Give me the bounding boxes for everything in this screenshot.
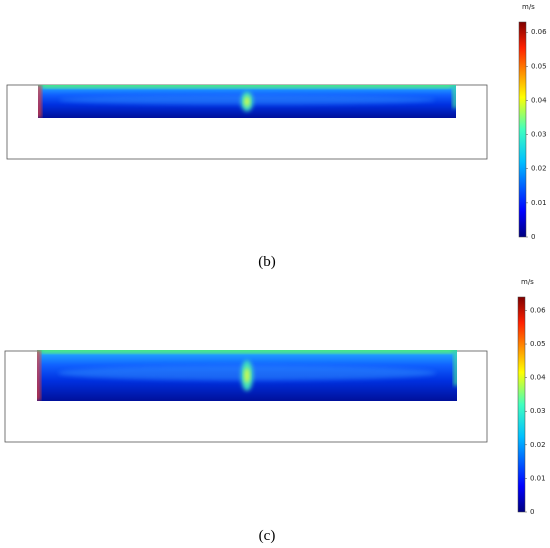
left-wall	[37, 350, 40, 401]
colorbar-tick-label: 0.05	[530, 340, 546, 348]
right-wall	[454, 350, 457, 386]
top-jet	[42, 85, 452, 88]
colorbar	[517, 296, 526, 513]
panel-caption: (b)	[258, 254, 276, 270]
center-core	[244, 96, 250, 107]
colorbar-unit: m/s	[521, 278, 534, 286]
colorbar-tick-label: 0.03	[531, 131, 547, 139]
colorbar-tick-label: 0.01	[530, 474, 546, 482]
colorbar-tick-label: 0.05	[531, 62, 547, 70]
velocity-field	[38, 85, 456, 118]
colorbar-tick-label: 0.04	[530, 374, 546, 382]
colorbar	[518, 21, 527, 238]
velocity-field	[37, 350, 457, 401]
colorbar-tick-label: 0.06	[531, 28, 547, 36]
top-jet	[41, 350, 453, 353]
panel-caption: (c)	[259, 528, 276, 544]
colorbar-tick-label: 0.04	[531, 96, 547, 104]
colorbar-tick-label: 0.06	[530, 306, 546, 314]
left-wall	[38, 85, 41, 118]
colorbar-unit: m/s	[522, 3, 535, 11]
colorbar-tick-label: 0.03	[530, 407, 546, 415]
right-wall	[453, 85, 456, 109]
colorbar-tick-label: 0	[531, 233, 535, 241]
colorbar-tick-label: 0	[530, 508, 534, 516]
center-core	[244, 367, 250, 384]
colorbar-tick-label: 0.02	[531, 165, 547, 173]
colorbar-tick-label: 0.01	[531, 199, 547, 207]
colorbar-tick-label: 0.02	[530, 441, 546, 449]
